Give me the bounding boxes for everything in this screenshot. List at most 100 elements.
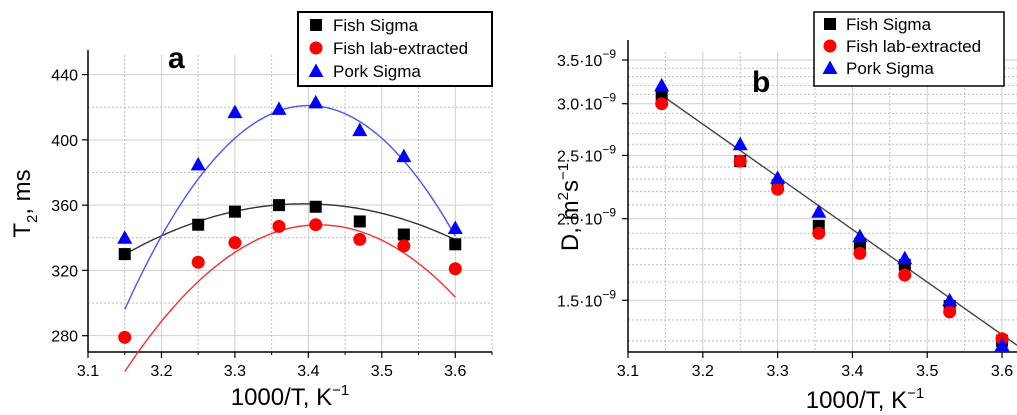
y-axis-label: D, m2s−1: [555, 163, 584, 251]
y-tick-exponent: −9: [602, 206, 616, 220]
legend-label: Fish lab-extracted: [846, 37, 981, 56]
data-point-2: [352, 122, 368, 137]
data-point-2: [396, 148, 412, 163]
legend-marker: [310, 19, 322, 31]
data-point-1: [118, 330, 132, 344]
data-point-1: [309, 218, 323, 232]
panel-label: b: [752, 66, 770, 99]
data-point-1: [353, 232, 367, 246]
x-tick-label: 3.5: [916, 363, 938, 380]
data-point-0: [192, 218, 205, 231]
data-point-1: [397, 239, 411, 253]
y-tick-label: 400: [51, 133, 78, 150]
fit-curve-0: [124, 203, 456, 256]
data-point-2: [447, 220, 463, 234]
fit-curve-2: [124, 104, 456, 310]
data-point-2: [308, 94, 324, 109]
data-point-1: [272, 219, 286, 233]
y-tick-exponent: −9: [602, 142, 616, 156]
x-tick-label: 3.6: [991, 363, 1013, 380]
data-point-2: [811, 204, 827, 218]
x-axis-label-text: 1000/T, K: [231, 384, 332, 411]
y-axis-label-sup: 2: [555, 192, 572, 200]
y-tick-label: 320: [51, 263, 78, 280]
legend: [813, 11, 1005, 87]
data-point-2: [117, 230, 133, 244]
fit-line: [657, 92, 1017, 346]
legend-label: Pork Sigma: [333, 62, 421, 81]
legend-marker: [309, 41, 323, 55]
legend-marker: [823, 39, 837, 53]
data-point-0: [449, 238, 462, 251]
data-point-1: [733, 154, 747, 168]
y-tick-exponent: −9: [602, 287, 616, 301]
data-point-0: [228, 205, 241, 218]
y-tick-mantissa: 3.5·10: [557, 53, 602, 70]
data-point-0: [397, 228, 410, 241]
y-tick-mantissa: 2.0·10: [557, 212, 602, 229]
x-axis-label-sup: −1: [332, 382, 349, 399]
legend-label: Fish lab-extracted: [333, 39, 468, 58]
data-point-2: [770, 170, 786, 184]
data-point-2: [227, 104, 243, 119]
data-point-2: [271, 101, 287, 115]
x-tick-label: 3.3: [224, 363, 246, 380]
y-tick-label: 360: [51, 198, 78, 215]
y-tick-label: 280: [51, 329, 78, 346]
legend: [297, 11, 493, 87]
y-axis-label-unit: , ms: [9, 169, 36, 214]
y-tick-mantissa: 3.0·10: [557, 97, 602, 114]
data-point-1: [448, 262, 462, 276]
y-tick-exponent: −9: [602, 47, 616, 61]
data-point-0: [353, 215, 366, 228]
x-tick-label: 3.3: [766, 363, 788, 380]
y-tick-mantissa: 1.5·10: [557, 293, 602, 310]
legend-label: Fish Sigma: [333, 16, 419, 35]
x-tick-label: 3.2: [692, 363, 714, 380]
data-point-1: [853, 246, 867, 260]
data-point-2: [897, 250, 913, 265]
data-point-2: [190, 156, 206, 171]
data-point-2: [942, 292, 958, 307]
y-tick-label: 3.5·10−9: [557, 47, 616, 70]
x-tick-label: 3.1: [617, 363, 639, 380]
data-point-2: [732, 136, 748, 151]
data-point-0: [309, 200, 322, 213]
y-axis-label-text-2: s: [557, 180, 584, 192]
y-axis-label-sup-2: −1: [555, 163, 572, 180]
y-tick-label: 3.0·10−9: [557, 91, 616, 114]
y-axis-label-sub: 2: [24, 215, 41, 223]
chart-b: 3.1 3.2 3.3 3.4 3.5 3.61.5·10−92.0·10−92.5·10…: [555, 11, 1017, 414]
data-point-2: [994, 337, 1010, 352]
x-tick-label: 3.5: [371, 363, 393, 380]
x-tick-label: 3.4: [841, 363, 863, 380]
x-axis-label-text: 1000/T, K: [806, 387, 907, 414]
legend-marker: [822, 60, 838, 74]
legend-label: Fish Sigma: [846, 15, 932, 34]
data-point-1: [655, 97, 669, 111]
x-axis-label: 1000/T, K−1: [806, 385, 925, 414]
y-tick-label: 2.5·10−9: [557, 142, 616, 165]
x-tick-label: 3.1: [77, 363, 99, 380]
legend-marker: [308, 63, 324, 77]
x-tick-label: 3.6: [444, 363, 466, 380]
data-point-0: [272, 199, 285, 212]
y-tick-exponent: −9: [602, 91, 616, 105]
y-tick-label: 2.0·10−9: [557, 206, 616, 229]
x-tick-label: 3.4: [297, 363, 319, 380]
y-tick-label: 440: [51, 68, 78, 85]
y-axis-label-text: T: [9, 223, 36, 238]
data-point-1: [943, 305, 957, 319]
x-axis-label: 1000/T, K−1: [231, 382, 350, 411]
data-point-1: [812, 226, 826, 240]
data-point-0: [655, 88, 668, 101]
x-tick-label: 3.2: [150, 363, 172, 380]
data-point-2: [654, 77, 670, 92]
data-point-1: [898, 268, 912, 282]
y-tick-mantissa: 2.5·10: [557, 148, 602, 165]
y-axis-label: T2, ms: [9, 169, 41, 237]
data-point-1: [771, 182, 785, 196]
legend-label: Pork Sigma: [846, 59, 934, 78]
legend-marker: [824, 18, 836, 30]
